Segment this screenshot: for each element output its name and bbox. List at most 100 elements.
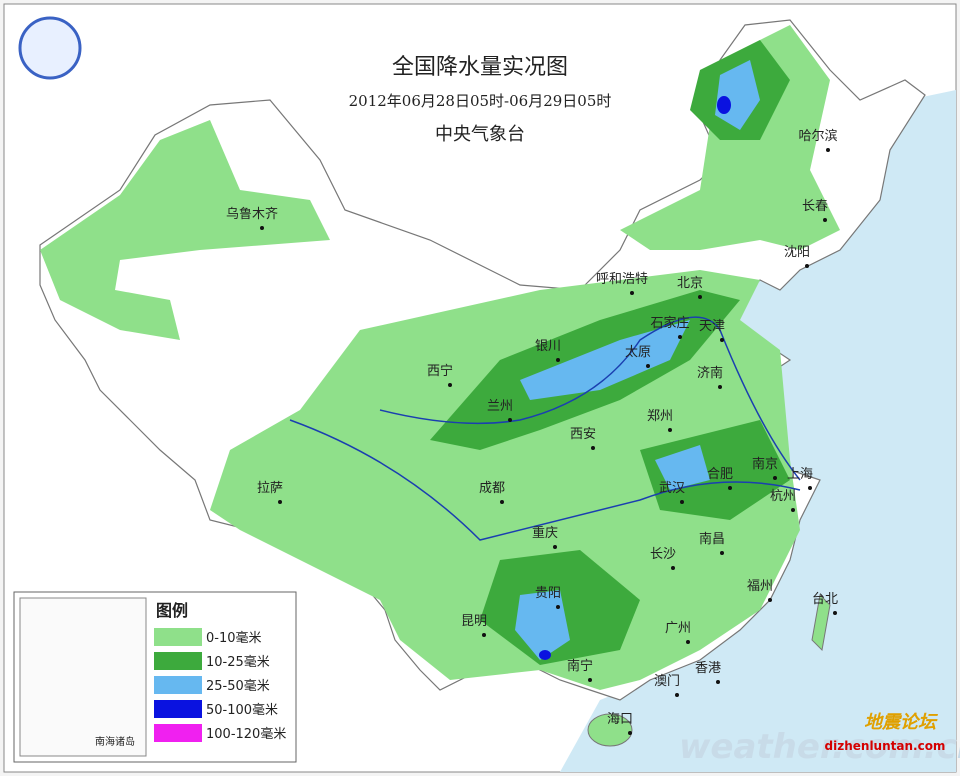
city-label: 沈阳: [784, 245, 810, 260]
city-label: 济南: [697, 365, 723, 381]
city-label: 北京: [677, 276, 703, 291]
city-dot: [805, 264, 809, 268]
city-label: 拉萨: [257, 481, 283, 496]
watermark: dizhenluntan.com: [825, 739, 946, 753]
city-label: 成都: [479, 481, 505, 496]
legend-title: 图例: [156, 601, 188, 620]
city-dot: [680, 500, 684, 504]
watermark: weather.com.cn: [679, 727, 960, 767]
city-label: 重庆: [532, 525, 558, 541]
city-label: 武汉: [659, 481, 685, 496]
city-label: 乌鲁木齐: [226, 206, 278, 222]
city-label: 天津: [699, 319, 725, 334]
city-label: 杭州: [770, 489, 796, 504]
agency: 中央气象台: [435, 124, 525, 145]
city-dot: [675, 693, 679, 697]
city-label: 西安: [570, 427, 596, 442]
logo: [18, 16, 82, 80]
city-dot: [591, 446, 595, 450]
city-dot: [698, 295, 702, 299]
city-label: 南宁: [567, 658, 593, 674]
city-dot: [628, 731, 632, 735]
city-dot: [668, 428, 672, 432]
legend-label: 100-120毫米: [206, 726, 286, 742]
city-label: 贵阳: [535, 586, 561, 601]
city-label: 兰州: [487, 399, 513, 414]
city-label: 呼和浩特: [596, 272, 648, 287]
city-dot: [588, 678, 592, 682]
city-dot: [278, 500, 282, 504]
city-label: 台北: [812, 592, 838, 607]
city-dot: [556, 605, 560, 609]
city-label: 太原: [625, 345, 651, 360]
legend: 0-10毫米 10-25毫米 25-50毫米 50-100毫米 100-120毫米: [154, 628, 286, 742]
sea: [560, 90, 956, 772]
city-dot: [500, 500, 504, 504]
city-dot: [826, 148, 830, 152]
rain-25-50: [655, 445, 710, 490]
city-dot: [720, 338, 724, 342]
title: 全国降水量实况图: [392, 55, 568, 80]
city-dot: [768, 598, 772, 602]
city-label: 哈尔滨: [798, 128, 837, 144]
city-dot: [823, 218, 827, 222]
city-dot: [671, 566, 675, 570]
city-label: 海口: [607, 712, 633, 727]
city-label: 澳门: [654, 673, 680, 689]
river: [289, 419, 801, 541]
city-label: 昆明: [461, 614, 487, 629]
city-dot: [791, 508, 795, 512]
city-dot: [773, 476, 777, 480]
city-label: 福州: [747, 579, 773, 594]
city-dot: [686, 640, 690, 644]
city-label: 香港: [695, 661, 721, 676]
watermark: 地震论坛: [864, 712, 938, 733]
city-dot: [728, 486, 732, 490]
city-label: 郑州: [647, 409, 673, 424]
legend-label: 0-10毫米: [206, 630, 262, 646]
city-dot: [720, 551, 724, 555]
city-dot: [646, 364, 650, 368]
rain-50-100: [539, 650, 551, 660]
inset-label: 南海诸岛: [95, 735, 135, 748]
rain-0-10: [40, 120, 330, 340]
city-label: 长沙: [650, 547, 676, 562]
rain-25-50: [520, 320, 690, 400]
legend-swatch: [154, 628, 202, 646]
city-label: 银川: [535, 339, 561, 354]
rain-50-100: [717, 96, 731, 114]
city-label: 西宁: [427, 363, 453, 379]
legend-label: 50-100毫米: [206, 702, 278, 718]
city-dot: [260, 226, 264, 230]
subtitle: 2012年06月28日05时-06月29日05时: [349, 92, 612, 110]
river: [379, 316, 801, 481]
inset-map: [19, 597, 147, 757]
city-dot: [718, 385, 722, 389]
legend-swatch: [154, 676, 202, 694]
legend-label: 10-25毫米: [206, 654, 270, 670]
city-dot: [556, 358, 560, 362]
city-label: 上海: [787, 467, 813, 482]
city-label: 石家庄: [650, 315, 689, 331]
city-label: 长春: [802, 199, 828, 214]
city-dot: [808, 486, 812, 490]
city-label: 南昌: [699, 531, 725, 547]
city-label: 南京: [752, 456, 778, 472]
rain-10-25: [640, 420, 790, 520]
taiwan: [811, 593, 831, 652]
legend-swatch: [154, 724, 202, 742]
city-dot: [833, 611, 837, 615]
city-dot: [508, 418, 512, 422]
city-dot: [716, 680, 720, 684]
city-label: 合肥: [707, 467, 733, 482]
city-dot: [678, 335, 682, 339]
legend-swatch: [154, 700, 202, 718]
city-dot: [553, 545, 557, 549]
city-dot: [448, 383, 452, 387]
legend-label: 25-50毫米: [206, 678, 270, 694]
city-dot: [482, 633, 486, 637]
hainan: [587, 713, 633, 747]
city-dot: [630, 291, 634, 295]
